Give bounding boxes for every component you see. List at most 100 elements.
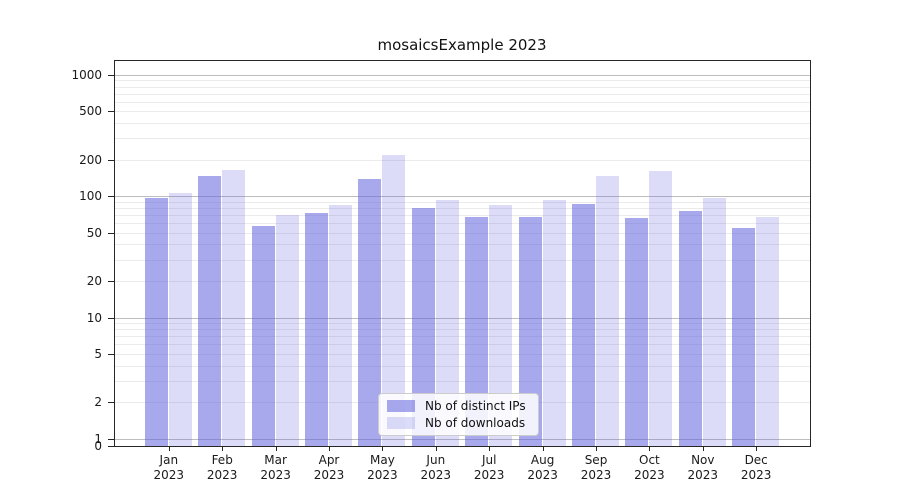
bar-jan-distinct-ips [144,198,168,446]
minor-gridline [114,101,810,103]
x-tick-label: Jul 2023 [473,453,505,482]
x-tick-label: Jun 2023 [420,453,452,482]
minor-gridline [114,244,810,246]
x-tick-label: Jan 2023 [153,453,185,482]
y-tick-label: 20 [86,273,102,288]
minor-gridline [114,138,810,140]
plot-area [114,60,810,446]
y-tick-label: 200 [79,152,102,167]
minor-gridline [114,223,810,225]
minor-gridline [114,93,810,95]
minor-gridline [114,365,810,367]
legend: Nb of distinct IPs Nb of downloads [378,393,539,436]
bar-may-distinct-ips [358,179,382,446]
legend-item-downloads: Nb of downloads [387,416,526,430]
major-gridline [114,196,810,198]
y-tick-label: 0 [94,439,102,453]
bar-jan-downloads [168,192,192,446]
y-tick-label: 1000 [71,67,102,82]
bar-jul-downloads [489,205,513,446]
y-tickmark [108,280,114,282]
y-tickmark [108,196,114,198]
minor-gridline [114,329,810,331]
bar-mar-distinct-ips [251,225,275,446]
bar-jul-distinct-ips [465,217,489,446]
y-tick-label: 5 [94,347,102,361]
y-tick-label: 50 [86,225,102,240]
bar-apr-downloads [329,204,352,446]
chart-title: mosaicsExample 2023 [377,36,547,54]
y-tickmark [108,317,114,319]
x-tickmark [435,446,437,451]
legend-swatch-downloads [387,417,415,429]
bar-feb-distinct-ips [198,175,222,446]
bar-dec-distinct-ips [732,227,756,446]
y-tickmark [108,402,114,404]
y-tick-label: 1 [94,431,102,446]
bar-sep-downloads [596,175,619,446]
legend-item-distinct-ips: Nb of distinct IPs [387,399,526,413]
x-tick-label: Oct 2023 [634,453,665,482]
minor-gridline [114,111,810,113]
x-tickmark [489,446,491,451]
minor-gridline [114,323,810,325]
x-tickmark [702,446,704,451]
x-tickmark [542,446,544,451]
y-tick-label: 2 [94,395,102,410]
bar-mar-downloads [275,214,299,446]
minor-gridline [114,336,810,338]
y-tickmark [108,354,114,355]
bar-sep-distinct-ips [572,204,595,446]
bar-jun-downloads [435,200,459,446]
bar-aug-distinct-ips [518,217,542,446]
x-tickmark [275,446,277,451]
minor-gridline [114,159,810,161]
bar-feb-downloads [222,169,246,446]
bar-dec-downloads [756,217,780,446]
y-tickmark [108,446,114,447]
minor-gridline [114,201,810,203]
major-gridline [114,317,810,319]
minor-gridline [114,207,810,209]
minor-gridline [114,232,810,234]
y-tick-label: 100 [79,189,102,204]
y-tickmark [108,74,114,76]
minor-gridline [114,354,810,355]
bar-oct-downloads [649,170,673,446]
x-tick-label: Nov 2023 [687,453,719,482]
minor-gridline [114,214,810,216]
x-tickmark [382,446,384,451]
minor-gridline [114,280,810,282]
x-tickmark [168,446,170,451]
bar-oct-distinct-ips [625,218,649,446]
major-gridline [114,74,810,76]
x-tick-label: Feb 2023 [206,453,238,482]
x-tick-label: Sep 2023 [580,453,612,482]
y-tick-label: 10 [86,310,102,325]
bar-nov-downloads [702,197,726,446]
x-tickmark [596,446,597,451]
x-tickmark [222,446,224,451]
minor-gridline [114,259,810,261]
minor-gridline [114,344,810,346]
minor-gridline [114,380,810,382]
y-tickmark [108,232,114,234]
bar-jun-distinct-ips [411,207,435,446]
bar-apr-distinct-ips [305,212,328,446]
x-tick-label: Mar 2023 [260,453,291,482]
bar-nov-distinct-ips [678,211,702,446]
y-tick-label: 500 [79,104,102,119]
x-tick-label: Apr 2023 [313,453,345,482]
x-tick-label: Aug 2023 [527,453,558,482]
bar-aug-downloads [542,200,566,446]
minor-gridline [114,80,810,82]
x-tickmark [649,446,651,451]
bar-may-downloads [382,154,406,446]
legend-label-distinct-ips: Nb of distinct IPs [425,399,526,413]
x-tick-label: Dec 2023 [740,453,772,482]
x-tickmark [756,446,758,451]
x-tickmark [329,446,330,451]
y-tickmark [108,111,114,113]
legend-label-downloads: Nb of downloads [425,416,526,430]
